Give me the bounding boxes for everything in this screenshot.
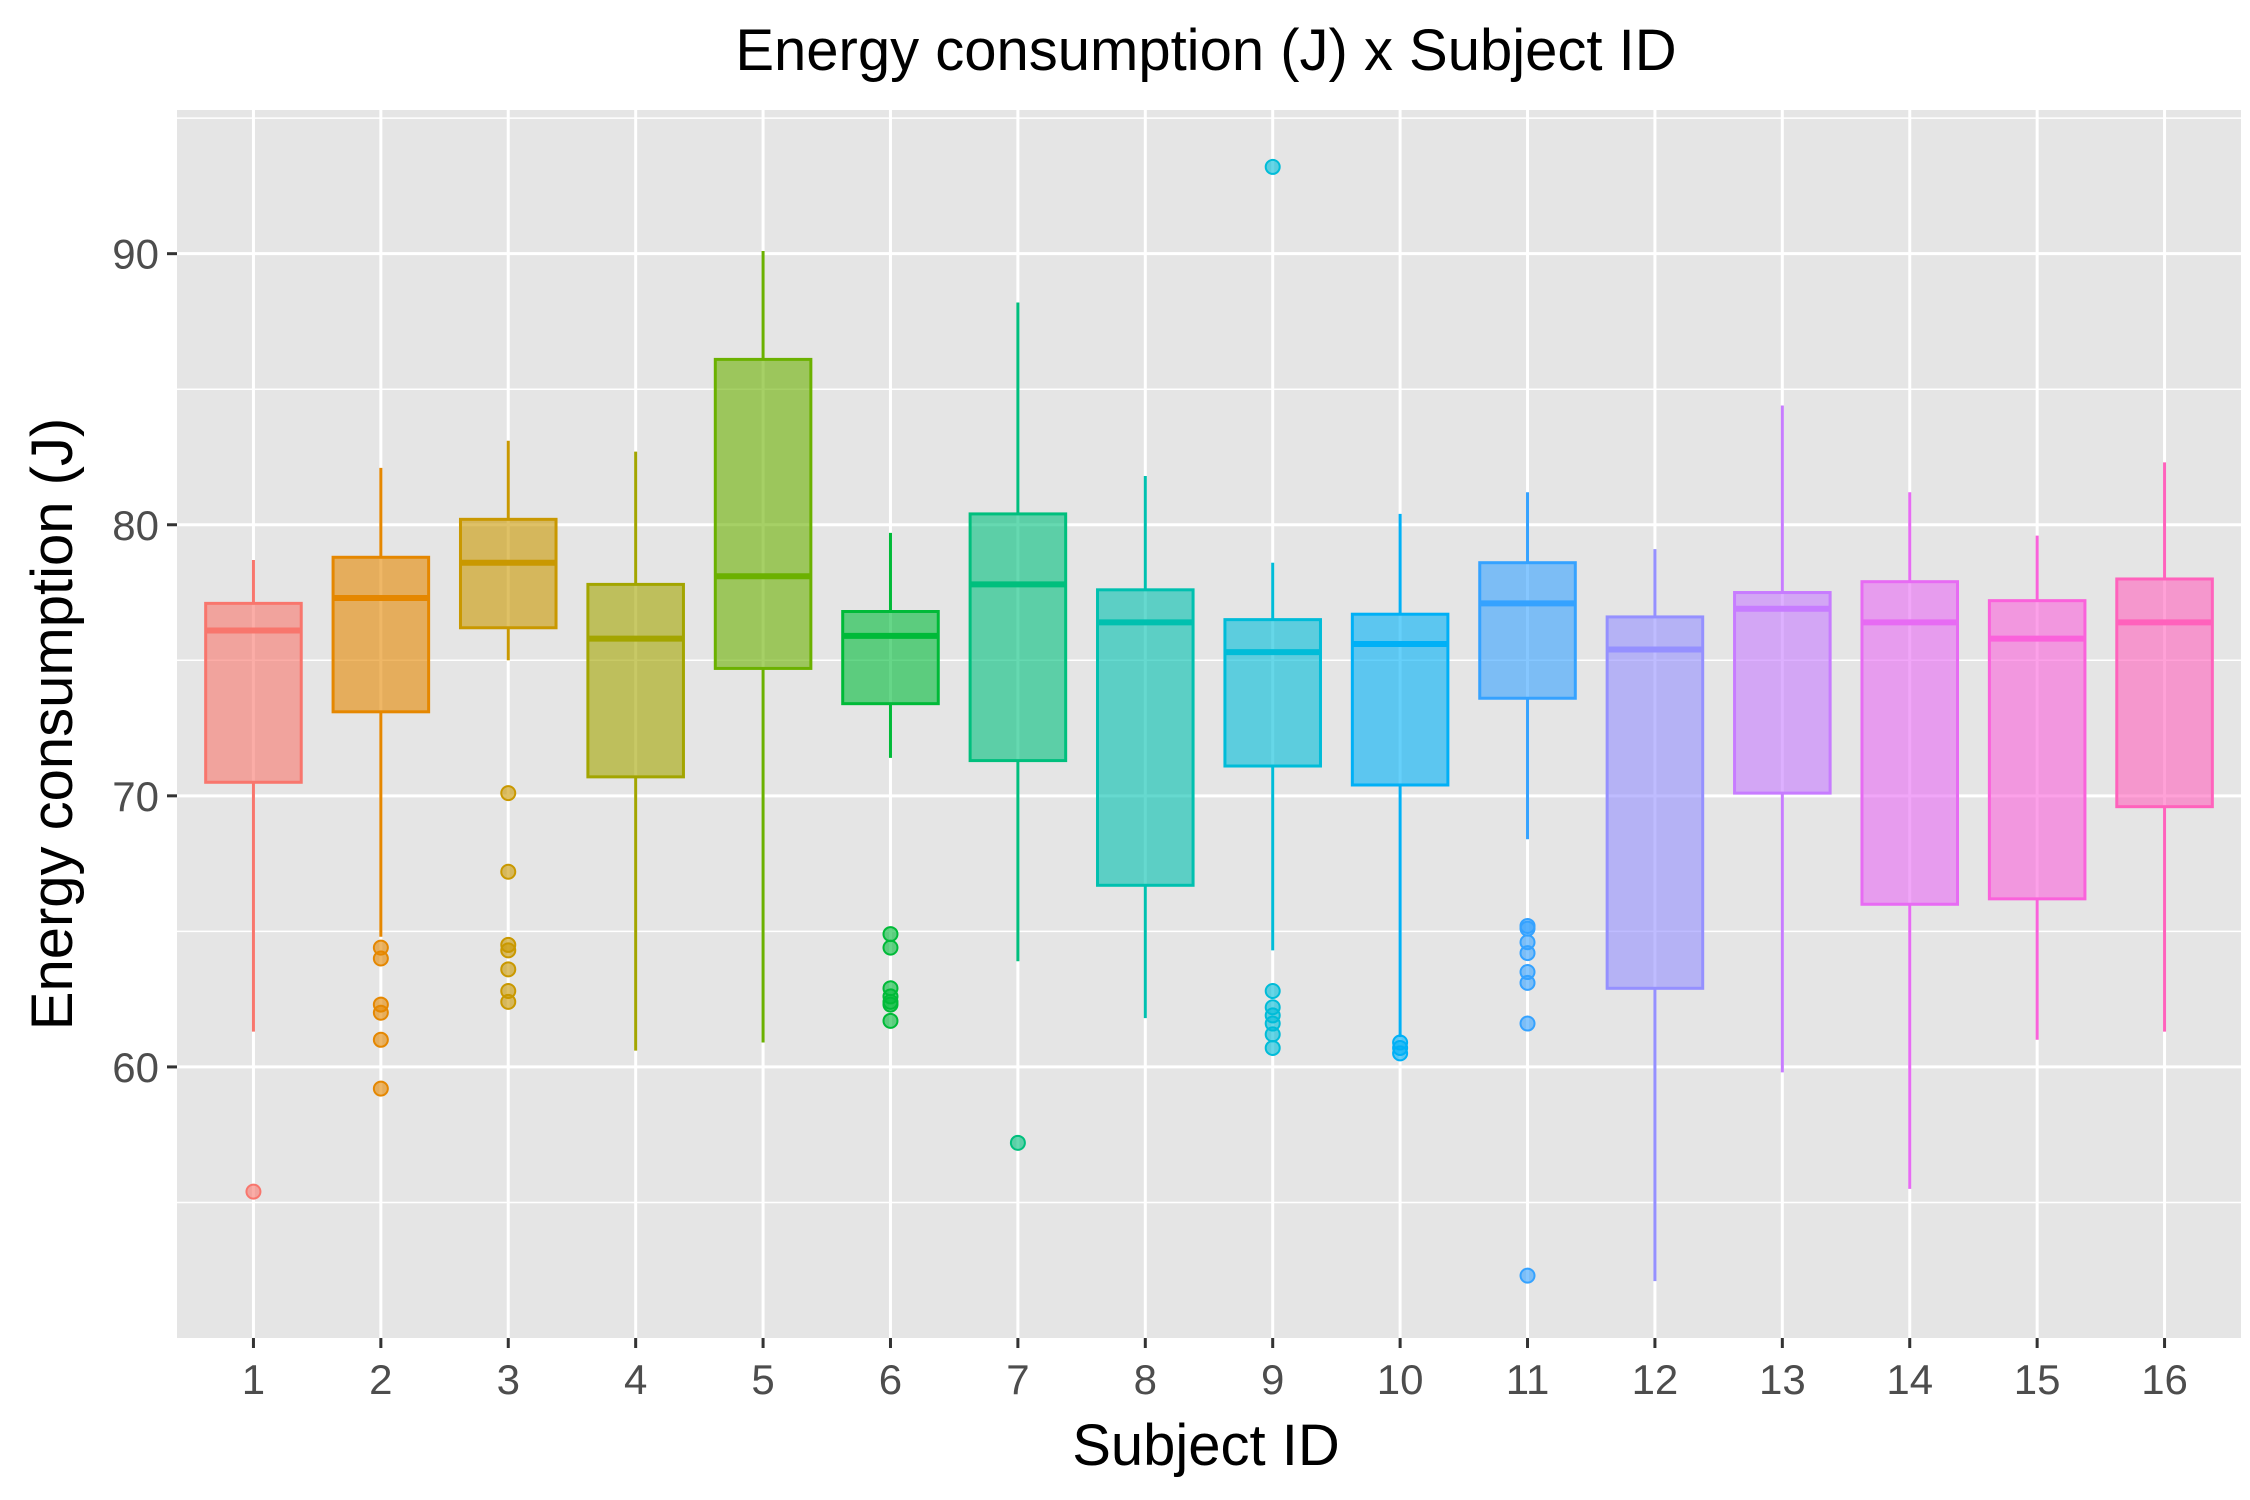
outlier-point [1264, 158, 1281, 175]
outlier-point [500, 961, 517, 978]
x-axis-title: Subject ID [1072, 1413, 1340, 1478]
x-tick-label: 14 [1886, 1356, 1933, 1403]
box-body [1733, 591, 1832, 795]
chart-title: Energy consumption (J) x Subject ID [735, 18, 1676, 83]
box-subject-7 [968, 302, 1068, 1151]
y-axis-title: Energy consumption (J) [20, 418, 85, 1030]
box-body [968, 512, 1068, 763]
box-subject-3 [458, 440, 558, 1010]
outlier-point [1392, 1045, 1409, 1062]
outlier-point [500, 785, 517, 802]
x-tick-label: 10 [1377, 1356, 1424, 1403]
box-body [1096, 588, 1195, 887]
outlier-point [372, 1080, 389, 1097]
outlier-point [500, 942, 517, 959]
box-subject-4 [586, 451, 685, 1051]
x-tick-label: 5 [751, 1356, 774, 1403]
x-tick-label: 2 [369, 1356, 392, 1403]
outlier-point [1009, 1134, 1026, 1151]
outlier-point [1519, 920, 1536, 937]
box-body [841, 610, 940, 706]
box-subject-6 [841, 532, 940, 1029]
x-tick-label: 4 [624, 1356, 647, 1403]
box-body [1350, 612, 1450, 787]
outlier-point [1519, 945, 1536, 962]
x-tick-label: 7 [1006, 1356, 1029, 1403]
box-body [1987, 599, 2087, 901]
x-axis: 1 2 3 4 5 6 7 8 9 10 11 12 13 14 15 16 [242, 1338, 2188, 1403]
box-subject-1 [204, 559, 303, 1200]
box-series [204, 158, 2214, 1284]
y-tick-label: 80 [112, 502, 159, 549]
outlier-point [372, 1004, 389, 1021]
y-tick-label: 60 [112, 1044, 159, 1091]
x-tick-label: 1 [242, 1356, 265, 1403]
outlier-point [882, 996, 899, 1013]
outlier-point [372, 950, 389, 967]
box-subject-14 [1860, 492, 1960, 1189]
outlier-point [1264, 983, 1281, 1000]
box-body [331, 555, 431, 714]
outlier-point [245, 1183, 262, 1200]
box-body [713, 357, 813, 670]
box-body [458, 517, 558, 630]
box-body [1478, 561, 1577, 700]
box-subject-5 [713, 250, 813, 1043]
box-subject-9 [1223, 158, 1322, 1056]
outlier-point [1519, 1267, 1536, 1284]
outlier-point [372, 1031, 389, 1048]
box-subject-10 [1350, 513, 1450, 1062]
x-tick-label: 15 [2014, 1356, 2061, 1403]
x-tick-label: 13 [1759, 1356, 1806, 1403]
x-tick-label: 12 [1632, 1356, 1679, 1403]
x-tick-label: 9 [1261, 1356, 1284, 1403]
box-subject-13 [1733, 405, 1832, 1073]
x-tick-label: 6 [879, 1356, 902, 1403]
x-tick-label: 8 [1134, 1356, 1157, 1403]
box-subject-12 [1605, 549, 1705, 1282]
outlier-point [1264, 1039, 1281, 1056]
box-body [2115, 577, 2214, 809]
y-tick-label: 70 [112, 773, 159, 820]
x-tick-label: 11 [1506, 1356, 1550, 1403]
box-subject-15 [1987, 535, 2087, 1040]
box-subject-8 [1096, 475, 1195, 1019]
box-subject-2 [331, 467, 431, 1097]
box-body [1223, 618, 1322, 768]
outlier-point [1519, 974, 1536, 991]
box-subject-16 [2115, 462, 2214, 1032]
outlier-point [500, 863, 517, 880]
outlier-point [500, 993, 517, 1010]
box-subject-11 [1478, 492, 1577, 1284]
x-tick-label: 16 [2141, 1356, 2188, 1403]
box-body [1605, 615, 1705, 990]
outlier-point [882, 926, 899, 943]
box-body [586, 582, 685, 779]
outlier-point [1519, 1015, 1536, 1032]
x-tick-label: 3 [497, 1356, 520, 1403]
y-tick-label: 90 [112, 231, 159, 278]
box-body [1860, 580, 1960, 906]
outlier-point [882, 939, 899, 956]
outlier-point [1264, 1026, 1281, 1043]
y-axis: 60 70 80 90 [112, 231, 177, 1091]
outlier-point [882, 1012, 899, 1029]
